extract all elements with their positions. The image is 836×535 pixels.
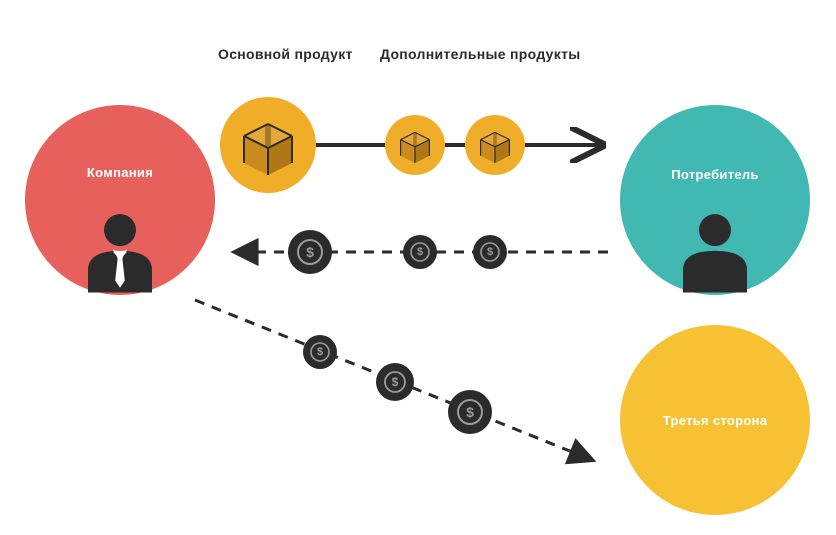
businessman-icon	[80, 200, 160, 305]
coin-r2-2: $	[403, 235, 437, 269]
svg-text:$: $	[306, 244, 314, 260]
product-main	[220, 97, 316, 193]
label-main-product: Основной продукт	[218, 46, 353, 62]
coin-d-2: $	[376, 363, 414, 401]
node-company-label: Компания	[25, 165, 215, 180]
svg-text:$: $	[487, 246, 493, 258]
node-company: Компания	[25, 105, 215, 295]
node-consumer-label: Потребитель	[620, 167, 810, 182]
node-third-party: Третья сторона	[620, 325, 810, 515]
coin-d-1: $	[303, 335, 337, 369]
svg-text:$: $	[317, 346, 323, 358]
svg-text:$: $	[466, 404, 474, 420]
product-additional-1	[385, 115, 445, 175]
node-third-label: Третья сторона	[620, 413, 810, 428]
diagram-stage: Основной продукт Дополнительные продукты…	[0, 0, 836, 535]
node-consumer: Потребитель	[620, 105, 810, 295]
product-additional-2	[465, 115, 525, 175]
coin-r2-3: $	[473, 235, 507, 269]
arrow-payment-third	[195, 300, 592, 460]
coin-d-3: $	[448, 390, 492, 434]
label-additional-products: Дополнительные продукты	[380, 46, 580, 62]
svg-text:$: $	[392, 375, 399, 389]
person-icon	[675, 200, 755, 305]
coin-r2-1: $	[288, 230, 332, 274]
svg-text:$: $	[417, 246, 423, 258]
